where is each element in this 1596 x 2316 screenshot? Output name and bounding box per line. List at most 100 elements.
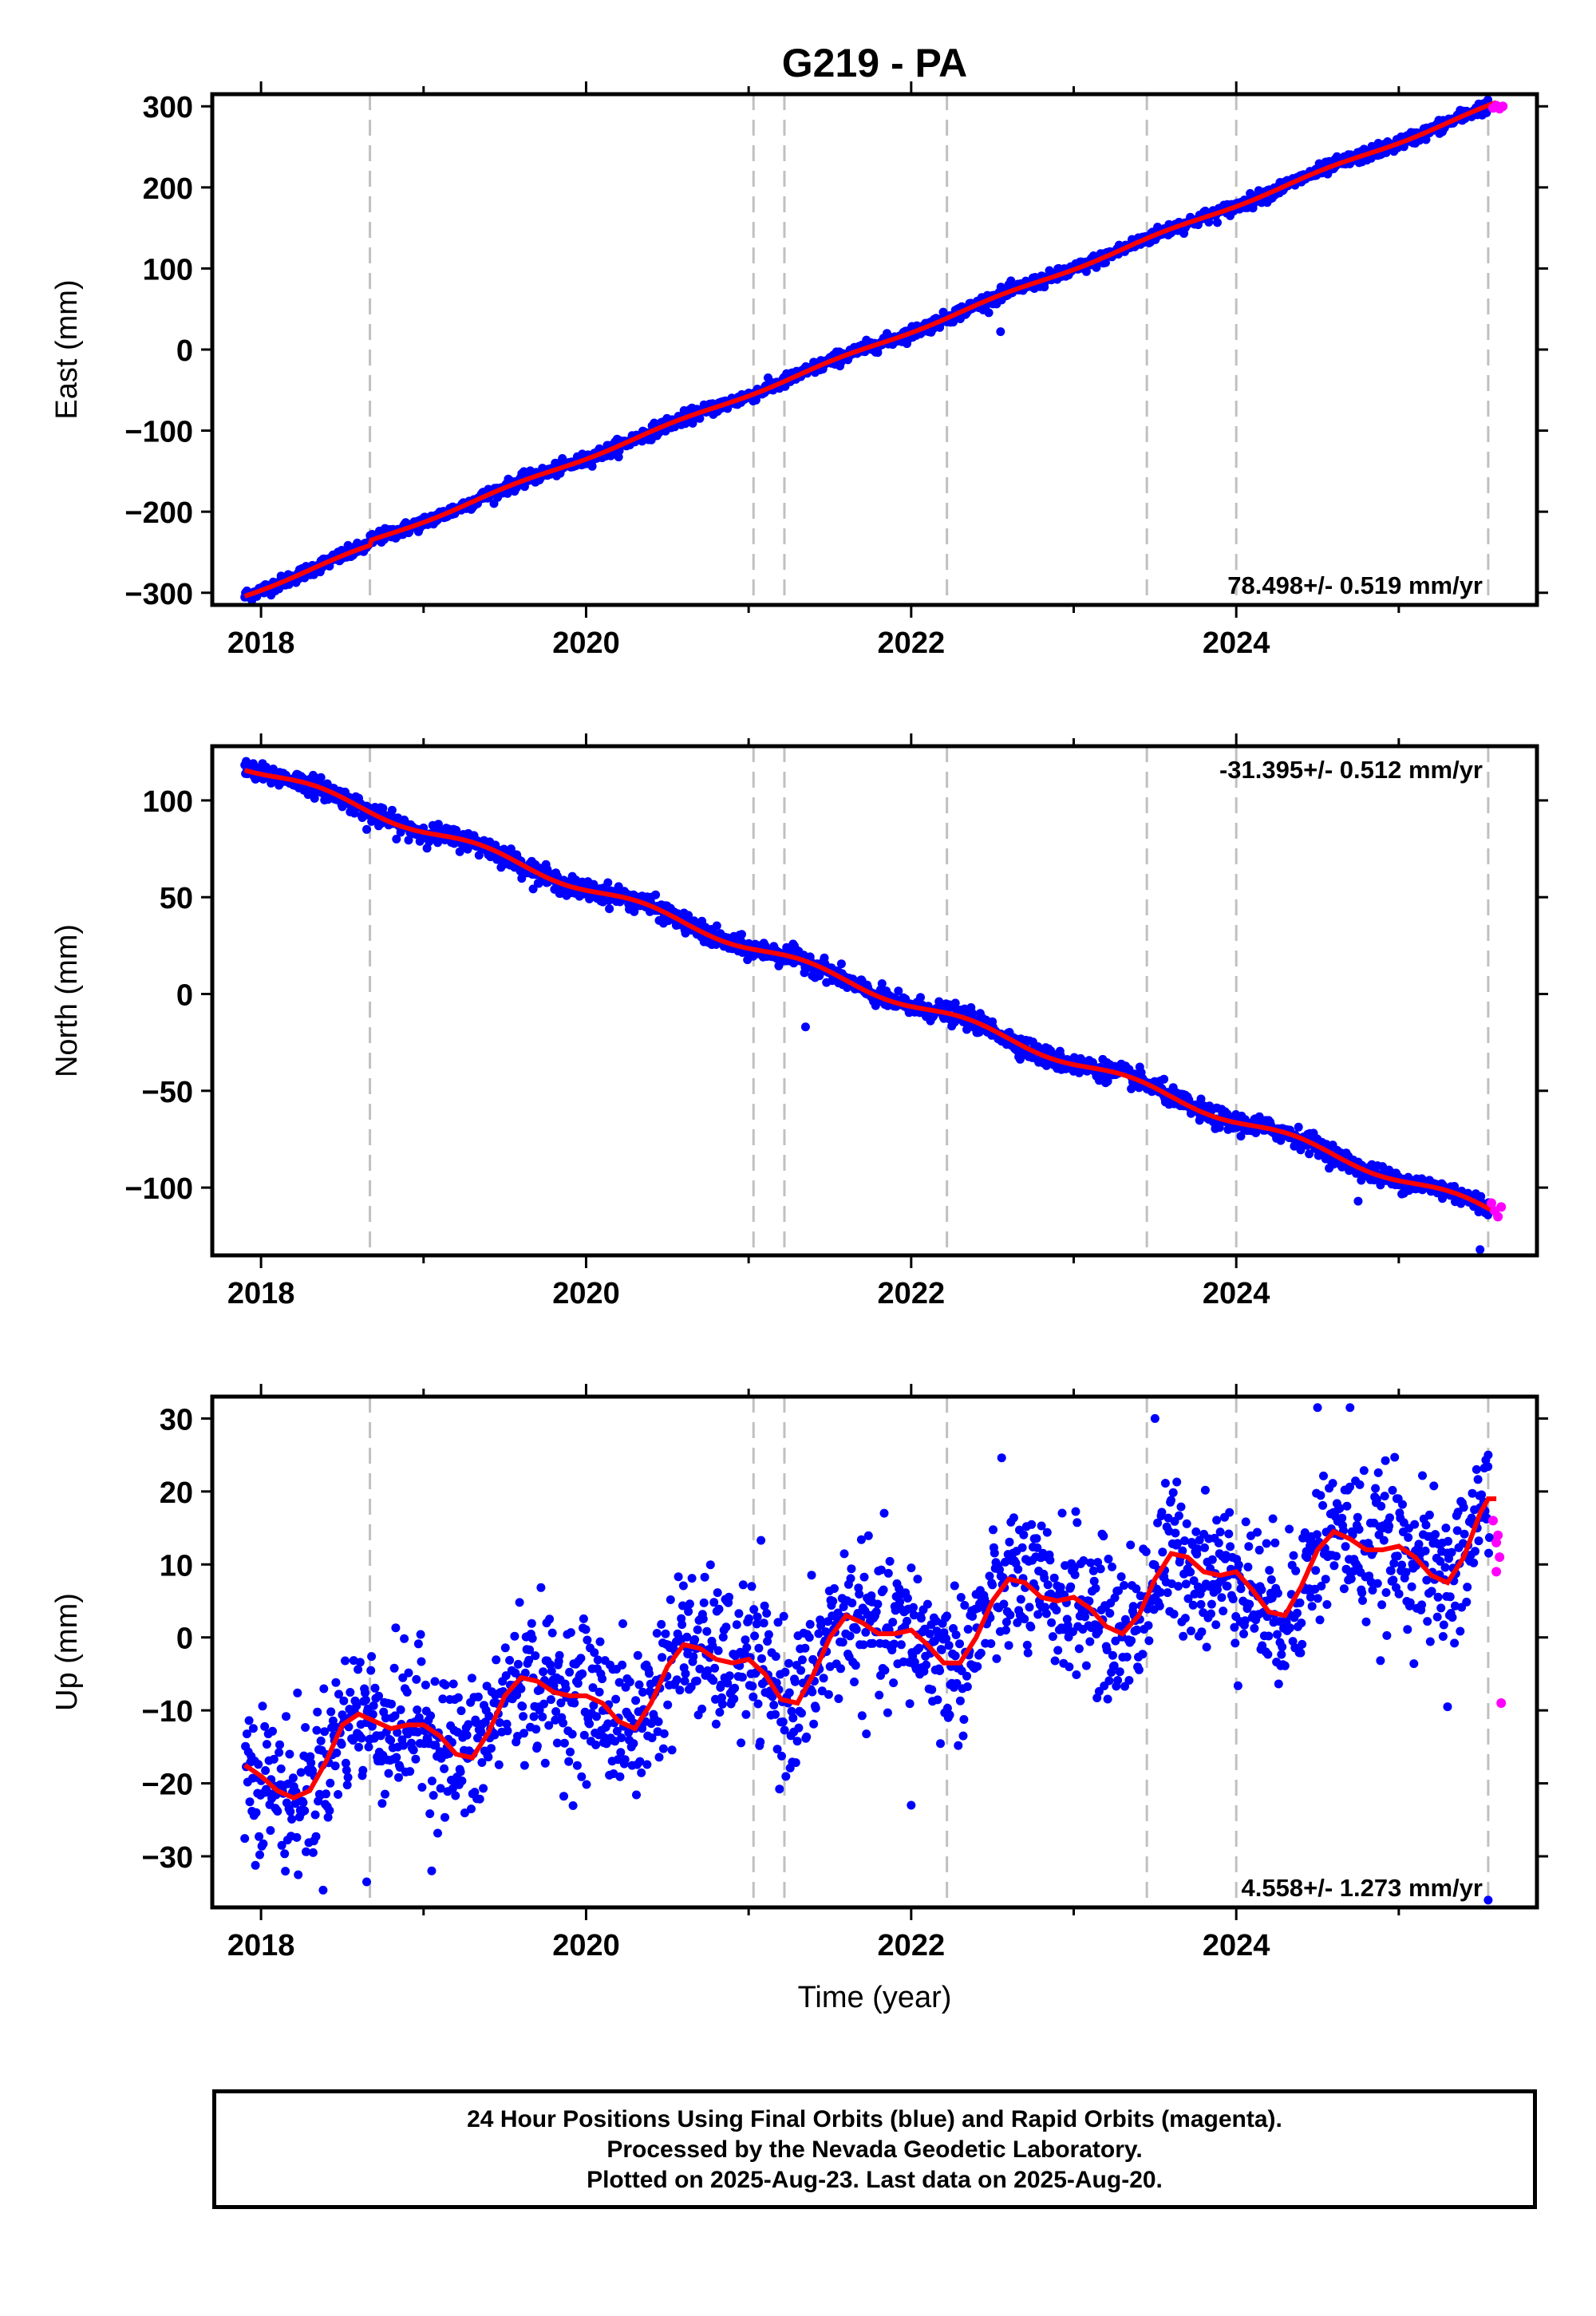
data-point xyxy=(997,1453,1006,1463)
data-point xyxy=(1041,1609,1051,1618)
data-point xyxy=(251,1860,260,1870)
data-point xyxy=(1025,1603,1034,1612)
data-point xyxy=(857,1711,867,1721)
data-point xyxy=(859,1640,868,1650)
outlier-point xyxy=(1476,1245,1485,1255)
data-point xyxy=(381,1713,390,1723)
data-point xyxy=(1001,1618,1011,1626)
y-tick-label: 0 xyxy=(176,979,193,1013)
data-point xyxy=(1213,218,1222,227)
data-point xyxy=(896,1640,906,1650)
data-point xyxy=(988,1580,998,1590)
data-point xyxy=(545,1614,555,1624)
data-point xyxy=(889,1678,899,1688)
data-point xyxy=(605,904,614,914)
data-point xyxy=(538,1712,547,1721)
data-point xyxy=(564,1757,574,1766)
data-point xyxy=(1079,1556,1088,1565)
data-point xyxy=(334,1690,343,1699)
data-point xyxy=(1156,1587,1165,1597)
data-point xyxy=(500,1643,510,1653)
data-point xyxy=(828,1596,838,1606)
data-point xyxy=(903,1594,912,1603)
data-point xyxy=(394,1773,403,1782)
data-point xyxy=(894,986,903,996)
model-fit-line xyxy=(243,100,1498,599)
data-point xyxy=(1004,1641,1013,1650)
plot-frame xyxy=(210,744,1539,1258)
data-point xyxy=(387,805,397,815)
data-point xyxy=(713,1646,723,1655)
data-point xyxy=(697,1704,707,1713)
data-point xyxy=(737,930,746,939)
data-point xyxy=(681,1669,690,1678)
data-point xyxy=(426,1711,436,1721)
data-point xyxy=(702,1626,712,1636)
data-point xyxy=(528,884,538,894)
data-point xyxy=(612,1726,622,1736)
data-point xyxy=(392,1753,401,1762)
data-point xyxy=(370,1683,380,1693)
data-point xyxy=(684,1607,693,1616)
data-point xyxy=(1178,1546,1187,1555)
data-point xyxy=(729,1694,739,1704)
data-point xyxy=(667,1745,677,1755)
data-point xyxy=(326,1778,335,1788)
data-point xyxy=(460,1808,469,1818)
data-point xyxy=(933,1695,942,1705)
data-point xyxy=(699,1598,709,1607)
data-point xyxy=(1103,1694,1112,1704)
data-point xyxy=(539,1699,548,1709)
data-point xyxy=(1200,1485,1210,1495)
data-point xyxy=(1116,1572,1126,1582)
data-point xyxy=(1176,1502,1186,1512)
final-orbit-points xyxy=(240,1403,1494,1905)
data-point xyxy=(1124,1676,1134,1685)
data-point xyxy=(615,1772,625,1781)
data-point xyxy=(254,1760,263,1769)
data-point xyxy=(255,1850,264,1860)
data-point xyxy=(682,1632,692,1642)
data-point xyxy=(712,921,721,931)
data-point xyxy=(879,1508,889,1518)
data-point xyxy=(693,1625,702,1634)
data-point xyxy=(836,1664,845,1674)
data-point xyxy=(637,1768,646,1777)
data-point xyxy=(285,1749,294,1759)
data-point xyxy=(742,1643,752,1652)
data-point xyxy=(1001,1626,1010,1635)
y-tick-label: −100 xyxy=(124,416,193,449)
data-point xyxy=(868,1638,878,1648)
data-point xyxy=(877,979,887,988)
data-point xyxy=(456,1706,466,1716)
data-point xyxy=(302,1847,310,1856)
data-point xyxy=(990,1548,999,1558)
data-point xyxy=(871,1607,881,1617)
data-point xyxy=(1093,1558,1103,1567)
data-point xyxy=(1102,1645,1112,1654)
data-point xyxy=(368,1709,377,1719)
data-point xyxy=(276,1764,286,1773)
data-point xyxy=(1157,1508,1167,1517)
data-point xyxy=(531,1651,540,1661)
data-point xyxy=(244,1716,254,1725)
data-point xyxy=(817,1686,827,1696)
data-point xyxy=(678,1620,687,1630)
data-point xyxy=(1108,1650,1117,1660)
data-point xyxy=(1191,1527,1201,1536)
data-point xyxy=(1057,1508,1067,1518)
velocity-rate-label: 78.498+/- 0.519 mm/yr xyxy=(1227,571,1483,599)
data-point xyxy=(416,1630,425,1639)
data-point xyxy=(791,1758,800,1768)
data-point xyxy=(748,1682,757,1691)
data-point xyxy=(658,1653,667,1662)
data-point xyxy=(955,1639,964,1649)
data-point xyxy=(769,1701,779,1709)
data-point xyxy=(251,1808,261,1817)
data-point xyxy=(647,1733,657,1743)
data-point xyxy=(950,1651,960,1661)
